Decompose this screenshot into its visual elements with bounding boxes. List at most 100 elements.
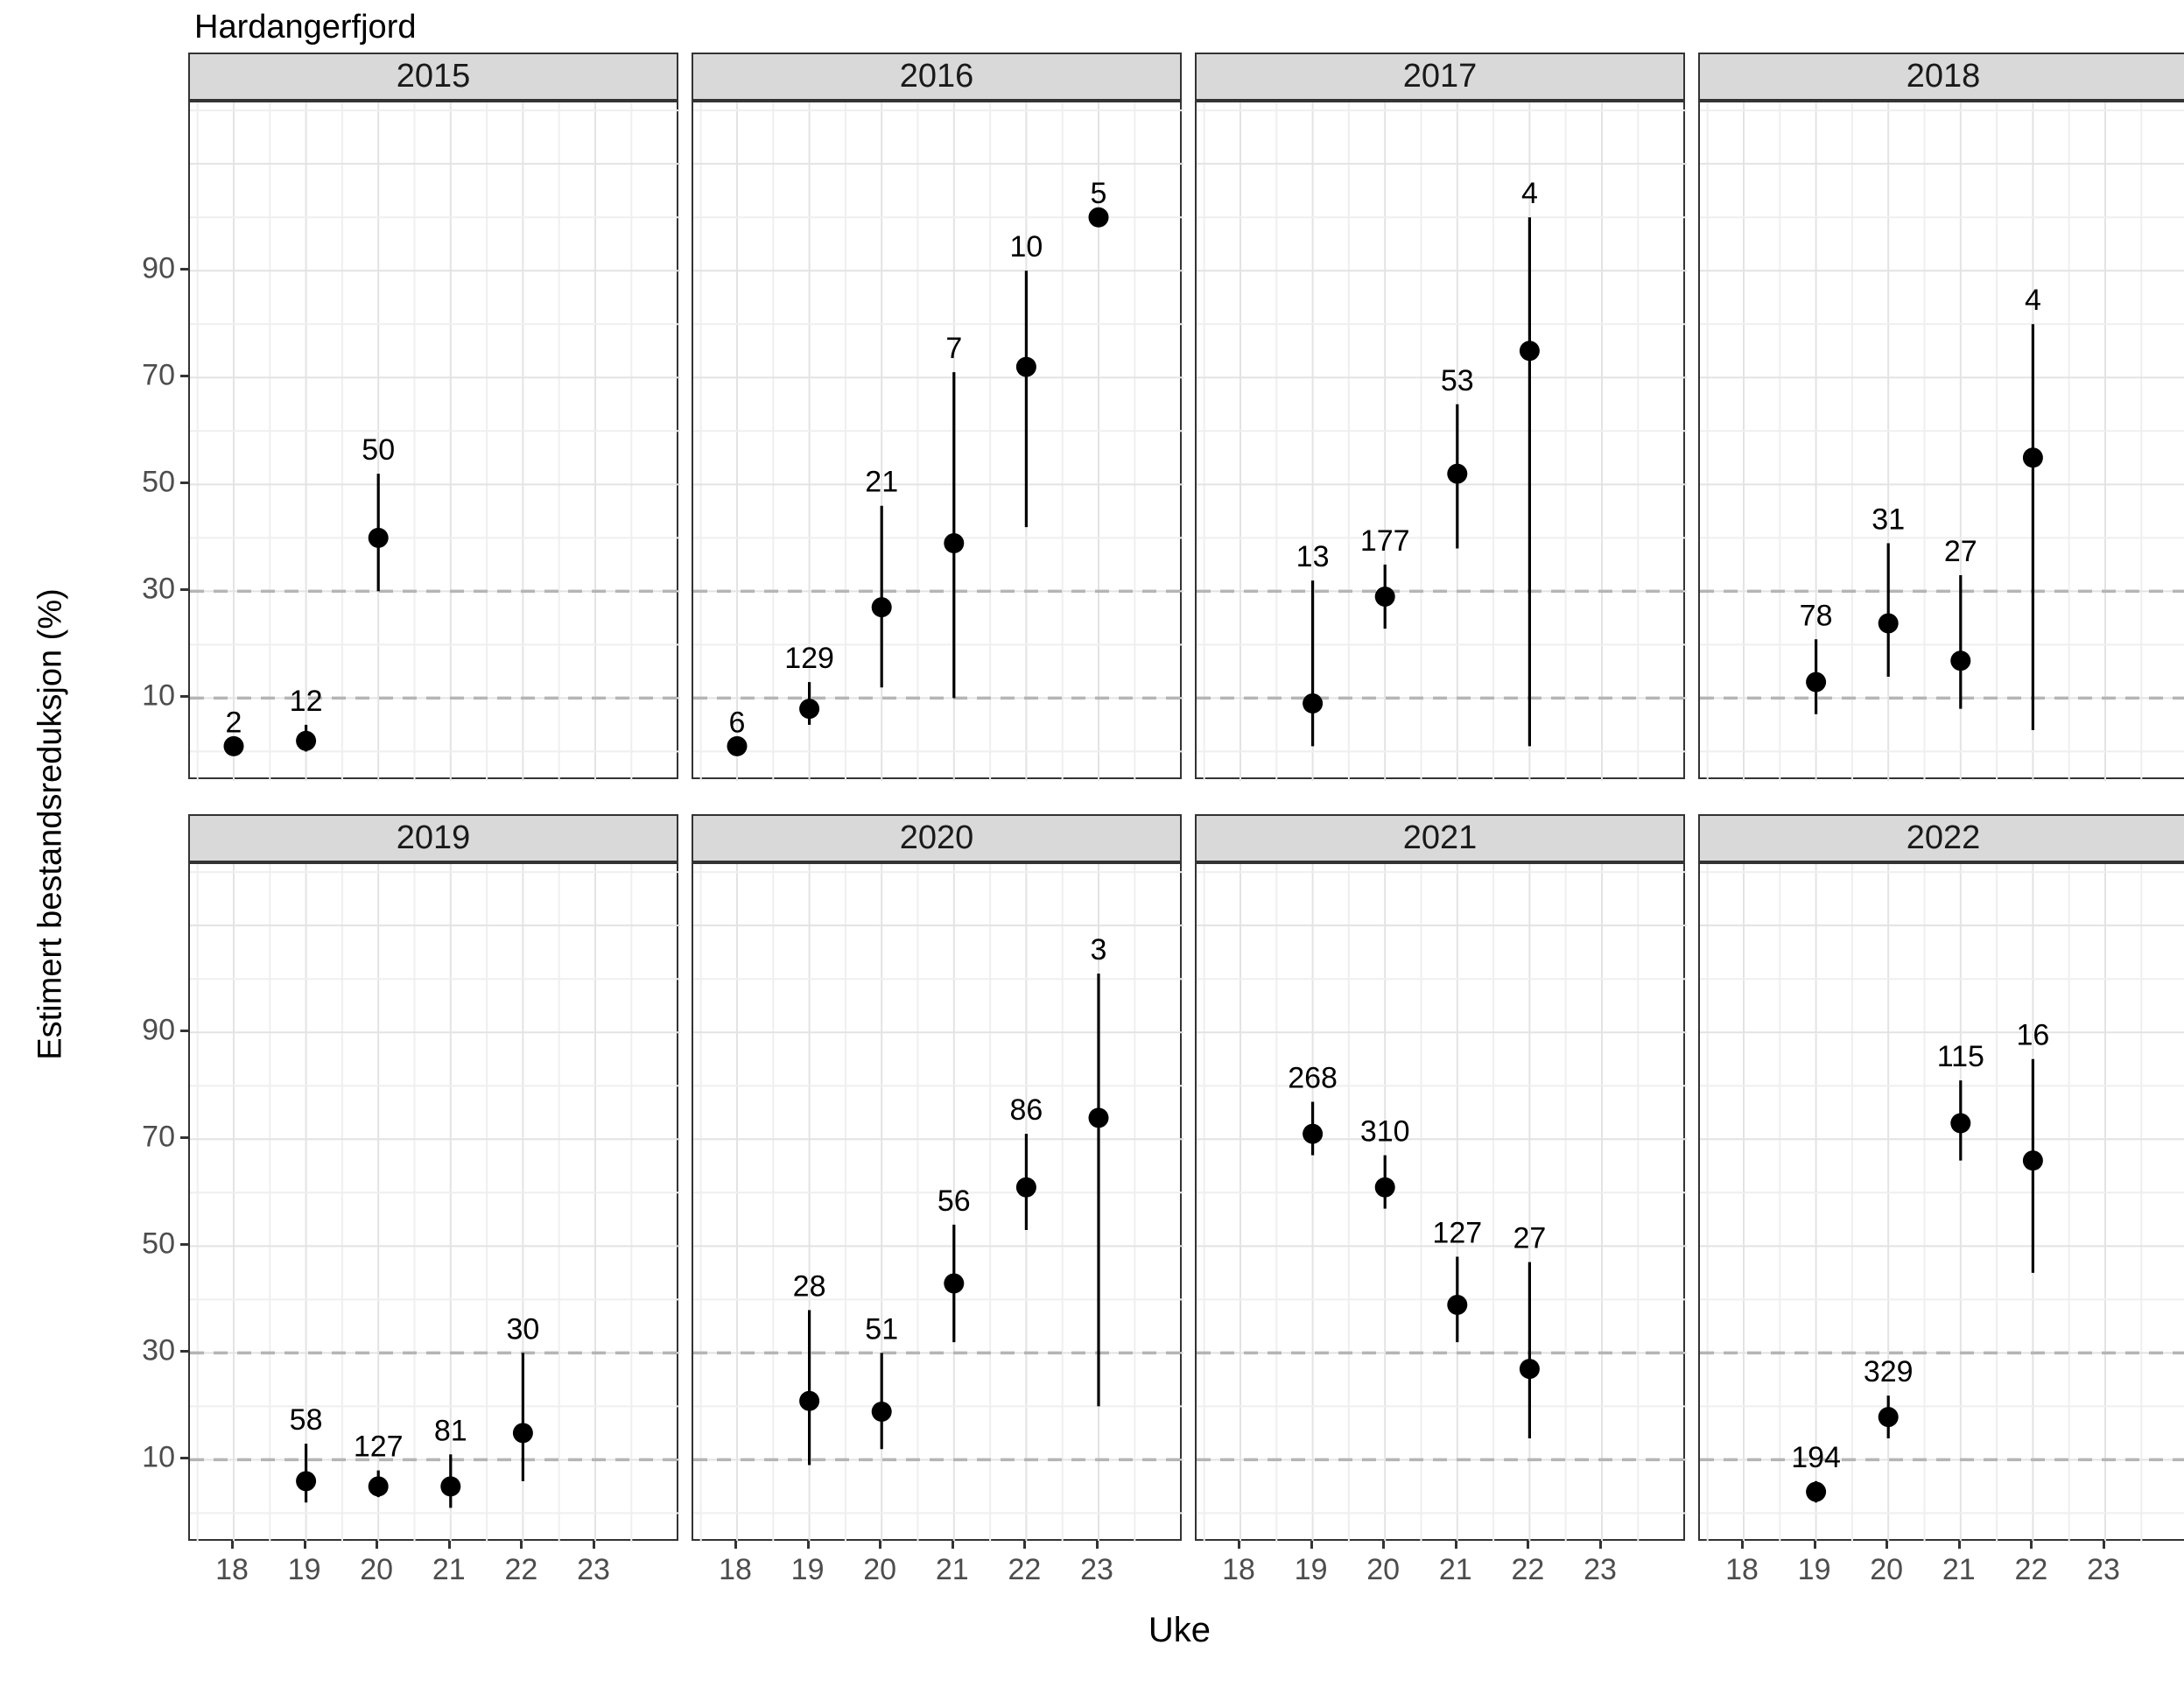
x-tick-mark (231, 1541, 234, 1549)
data-point (799, 1390, 820, 1411)
data-point (1015, 1177, 1036, 1198)
data-point (1950, 650, 1971, 671)
facet-panel-2015: 2 12 50 (188, 101, 680, 781)
x-tick-label: 23 (1584, 1553, 1617, 1586)
facet-panel-2020: 28 51 56 86 3 (692, 862, 1183, 1543)
count-label: 50 (362, 433, 395, 467)
count-label: 310 (1360, 1115, 1410, 1149)
y-tick-mark (180, 1030, 188, 1033)
facet-strip-label: 2018 (1906, 58, 1981, 95)
count-label: 4 (1521, 177, 1538, 210)
count-label: 329 (1864, 1355, 1914, 1388)
count-label: 268 (1288, 1062, 1338, 1095)
data-point (1447, 1294, 1468, 1315)
facet-strip-2019: 2019 (188, 814, 678, 862)
x-tick-mark (2103, 1541, 2105, 1549)
x-tick-label: 21 (1438, 1553, 1472, 1586)
facet-strip-2018: 2018 (1698, 53, 2184, 101)
facet-strip-label: 2016 (899, 58, 974, 95)
count-label: 2 (226, 706, 242, 739)
count-label: 13 (1296, 540, 1330, 573)
y-tick-mark (180, 268, 188, 271)
data-point (368, 527, 389, 548)
data-point (1374, 1177, 1395, 1198)
x-tick-label: 18 (215, 1553, 249, 1586)
count-label: 27 (1944, 535, 1977, 568)
count-label: 5 (1091, 177, 1107, 210)
facet-strip-label: 2020 (899, 819, 974, 856)
data-point (799, 699, 820, 720)
data-point (512, 1423, 533, 1444)
data-point (1806, 1481, 1827, 1502)
facet-panel-2022: 194 329 115 16 (1698, 862, 2184, 1543)
facet-strip-2016: 2016 (692, 53, 1182, 101)
data-point (944, 1273, 965, 1294)
y-tick-label: 70 (142, 358, 175, 392)
y-tick-mark (180, 1243, 188, 1247)
x-tick-mark (447, 1541, 451, 1549)
x-tick-mark (1813, 1541, 1816, 1549)
x-tick-label: 21 (432, 1553, 466, 1586)
data-point (296, 730, 317, 751)
y-tick-label: 10 (142, 1440, 175, 1474)
x-tick-label: 23 (2087, 1553, 2120, 1586)
x-tick-mark (806, 1541, 810, 1549)
x-tick-label: 18 (1725, 1553, 1759, 1586)
x-tick-label: 18 (1222, 1553, 1255, 1586)
count-label: 6 (729, 706, 746, 739)
count-label: 177 (1360, 524, 1410, 558)
count-label: 51 (865, 1312, 898, 1346)
x-tick-mark (376, 1541, 379, 1549)
facet-panel-2017: 13 177 53 4 (1195, 101, 1687, 781)
count-label: 56 (938, 1184, 971, 1218)
x-tick-mark (1238, 1541, 1240, 1549)
x-tick-label: 20 (863, 1553, 897, 1586)
data-point (296, 1471, 317, 1492)
y-tick-mark (180, 1350, 188, 1353)
x-tick-label: 19 (287, 1553, 321, 1586)
data-point (871, 597, 892, 618)
y-tick-mark (180, 375, 188, 378)
x-tick-label: 22 (2014, 1553, 2048, 1586)
data-point (223, 735, 244, 756)
facet-strip-2020: 2020 (692, 814, 1182, 862)
count-label: 27 (1513, 1222, 1546, 1255)
x-tick-mark (1454, 1541, 1457, 1549)
x-tick-mark (1382, 1541, 1386, 1549)
x-axis-title: Uke (1148, 1611, 1211, 1649)
x-tick-label: 18 (719, 1553, 752, 1586)
count-label: 28 (793, 1270, 826, 1304)
x-tick-label: 19 (1797, 1553, 1831, 1586)
count-label: 194 (1791, 1441, 1841, 1474)
y-tick-mark (180, 481, 188, 485)
data-point (1015, 356, 1036, 377)
data-point (871, 1401, 892, 1422)
data-point (944, 532, 965, 553)
data-point (1303, 1123, 1324, 1144)
data-point (1303, 693, 1324, 714)
y-tick-label: 70 (142, 1120, 175, 1154)
facet-strip-label: 2022 (1906, 819, 1981, 856)
data-point (1447, 463, 1468, 484)
y-tick-label: 90 (142, 1013, 175, 1047)
count-label: 129 (784, 642, 834, 675)
count-label: 81 (434, 1414, 467, 1447)
x-tick-label: 22 (1008, 1553, 1042, 1586)
data-point (368, 1476, 389, 1497)
x-tick-mark (1527, 1541, 1530, 1549)
count-label: 53 (1441, 364, 1474, 397)
data-point (2022, 1150, 2043, 1171)
data-point (440, 1476, 461, 1497)
x-tick-label: 21 (1942, 1553, 1976, 1586)
x-tick-mark (1023, 1541, 1027, 1549)
count-label: 30 (506, 1312, 539, 1346)
x-tick-mark (1599, 1541, 1602, 1549)
x-tick-label: 21 (935, 1553, 969, 1586)
facet-strip-2017: 2017 (1195, 53, 1685, 101)
y-tick-mark (180, 588, 188, 592)
x-tick-mark (879, 1541, 882, 1549)
facet-strip-label: 2017 (1402, 58, 1478, 95)
x-tick-mark (593, 1541, 595, 1549)
x-tick-label: 22 (504, 1553, 538, 1586)
